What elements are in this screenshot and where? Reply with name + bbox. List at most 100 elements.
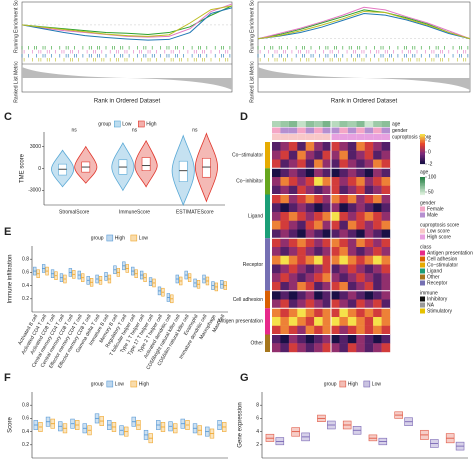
heat-cell: [272, 220, 281, 230]
heat-cell: [297, 238, 306, 248]
heat-cell: [356, 212, 365, 221]
age-colorbar-step: [420, 192, 425, 194]
heat-cell: [331, 247, 340, 256]
heat-cell: [272, 194, 281, 204]
colorbar-step: [420, 150, 425, 153]
annotation: ns: [132, 127, 138, 133]
heat-cell: [347, 238, 357, 248]
y-tick-label: 0.8: [22, 403, 29, 409]
colorbar-step: [420, 147, 425, 150]
heat-cell: [322, 247, 332, 256]
heat-cell: [322, 282, 332, 291]
gender-cell: [381, 127, 390, 134]
heat-cell: [356, 247, 365, 256]
heat-cell: [347, 325, 357, 335]
heat-cell: [331, 150, 340, 160]
heat-cell: [322, 185, 332, 195]
legend-label: Low: [139, 235, 149, 241]
colorbar-step: [420, 159, 425, 162]
age-cell: [347, 121, 357, 127]
heat-cell: [322, 317, 332, 326]
heat-cell: [339, 238, 349, 248]
heat-cell: [305, 255, 315, 265]
y-axis-label: Running Enrichment Score: [13, 0, 19, 53]
panel-label: C: [4, 111, 12, 123]
heat-cell: [305, 299, 315, 309]
heat-cell: [322, 290, 332, 300]
heat-cell: [381, 273, 391, 283]
heat-cell: [373, 150, 382, 160]
age-cell: [331, 121, 340, 127]
y-tick-label: 2: [256, 442, 259, 448]
heat-cell: [322, 168, 332, 178]
heat-cell: [280, 264, 290, 274]
score-cell: [272, 134, 281, 140]
y-tick-label: 0: [38, 166, 41, 172]
gender-cell: [288, 127, 298, 134]
heat-cell: [356, 177, 365, 186]
heat-cell: [280, 150, 290, 160]
score-cell: [288, 134, 298, 140]
heat-cell: [322, 229, 332, 239]
heat-cell: [347, 343, 357, 353]
row-group-bar: [265, 194, 270, 239]
x-tick-label: ESTIMATEScore: [176, 209, 214, 215]
legend-label: Other: [427, 274, 440, 280]
heat-cell: [331, 238, 340, 248]
row-group-label: Co−inhibitor: [236, 179, 263, 185]
heat-cell: [331, 308, 340, 318]
heat-cell: [339, 142, 349, 151]
y-tick-label: 4: [256, 429, 259, 435]
heat-cell: [373, 238, 382, 248]
heat-cell: [364, 177, 374, 186]
colorbar-step: [420, 143, 425, 145]
heat-cell: [314, 308, 323, 318]
heat-cell: [305, 238, 315, 248]
heat-cell: [356, 299, 365, 309]
heat-cell: [288, 194, 298, 204]
heat-cell: [272, 334, 281, 344]
heat-cell: [356, 264, 365, 274]
heat-cell: [297, 317, 306, 326]
heat-cell: [297, 185, 306, 195]
enrichment-line: [257, 9, 471, 40]
legend-title: age: [420, 169, 429, 175]
heat-cell: [364, 142, 374, 151]
score-cell: [339, 134, 348, 140]
heat-cell: [381, 229, 391, 239]
legend-label: High: [139, 381, 150, 387]
heat-cell: [280, 238, 290, 248]
row-group-bar: [265, 308, 270, 335]
heat-cell: [288, 142, 298, 151]
heat-cell: [305, 142, 315, 151]
row-group-bar: [265, 142, 270, 169]
heat-cell: [356, 203, 365, 213]
heat-cell: [297, 255, 306, 265]
colorbar-label: -2: [428, 161, 433, 167]
heat-cell: [373, 343, 382, 353]
colorbar-step: [420, 140, 425, 142]
heat-cell: [280, 194, 290, 204]
heat-cell: [297, 150, 306, 160]
heat-cell: [347, 290, 357, 300]
heat-cell: [280, 334, 290, 344]
age-cell: [339, 121, 348, 127]
heat-cell: [381, 308, 391, 318]
age-cell: [364, 121, 374, 127]
heat-cell: [272, 229, 281, 239]
heat-cell: [381, 255, 391, 265]
heat-cell: [381, 150, 391, 160]
heat-cell: [288, 203, 298, 213]
heat-cell: [280, 343, 290, 353]
y-axis-label: Score: [8, 417, 14, 433]
legend-swatch: [420, 250, 425, 256]
heat-cell: [305, 308, 315, 318]
age-cell: [314, 121, 323, 127]
score-cell: [356, 134, 365, 140]
heat-cell: [373, 290, 382, 300]
heat-cell: [381, 203, 391, 213]
row-group-bar: [265, 238, 270, 291]
age-cell: [373, 121, 382, 127]
y-tick-label: 0.4: [22, 283, 29, 289]
heat-cell: [381, 194, 391, 204]
